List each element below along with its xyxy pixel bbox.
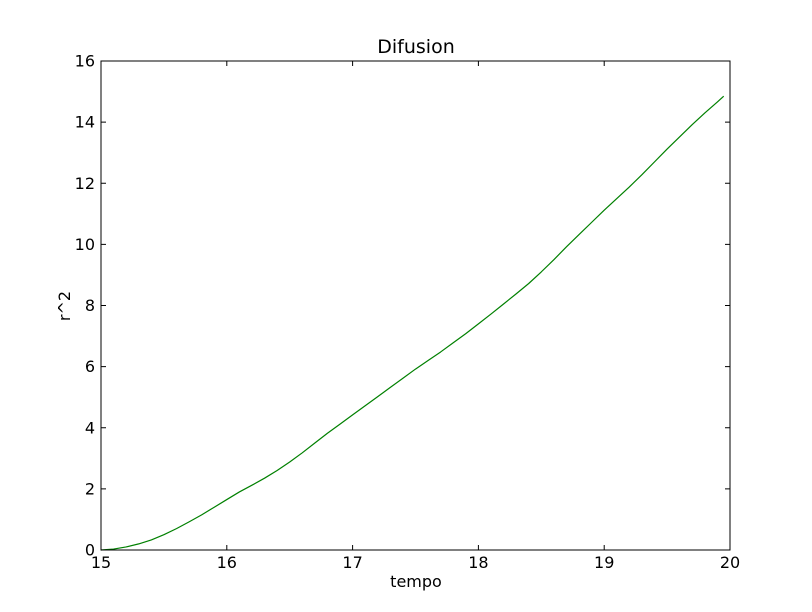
x-tick-label: 17 — [342, 553, 362, 572]
y-axis-label: r^2 — [55, 291, 74, 321]
chart-title: Difusion — [377, 36, 454, 58]
x-tick-label: 18 — [468, 553, 488, 572]
y-tick-label: 8 — [85, 296, 95, 315]
y-tick-label: 0 — [85, 541, 95, 560]
y-tick-label: 4 — [85, 418, 95, 437]
series-line-0 — [100, 95, 725, 551]
y-tick-label: 16 — [75, 52, 95, 71]
y-tick-label: 14 — [75, 113, 95, 132]
x-tick-label: 19 — [594, 553, 614, 572]
y-tick-label: 2 — [85, 479, 95, 498]
x-tick-label: 15 — [91, 553, 111, 572]
axis-ticks: 15 16 17 18 19 20 0 2 4 6 8 10 12 14 16 — [75, 52, 741, 573]
plot-area — [100, 95, 725, 551]
y-tick-label: 6 — [85, 357, 95, 376]
y-tick-label: 12 — [75, 174, 95, 193]
x-axis-label: tempo — [390, 572, 442, 591]
x-tick-label: 16 — [217, 553, 237, 572]
x-tick-label: 20 — [720, 553, 740, 572]
y-tick-label: 10 — [75, 235, 95, 254]
